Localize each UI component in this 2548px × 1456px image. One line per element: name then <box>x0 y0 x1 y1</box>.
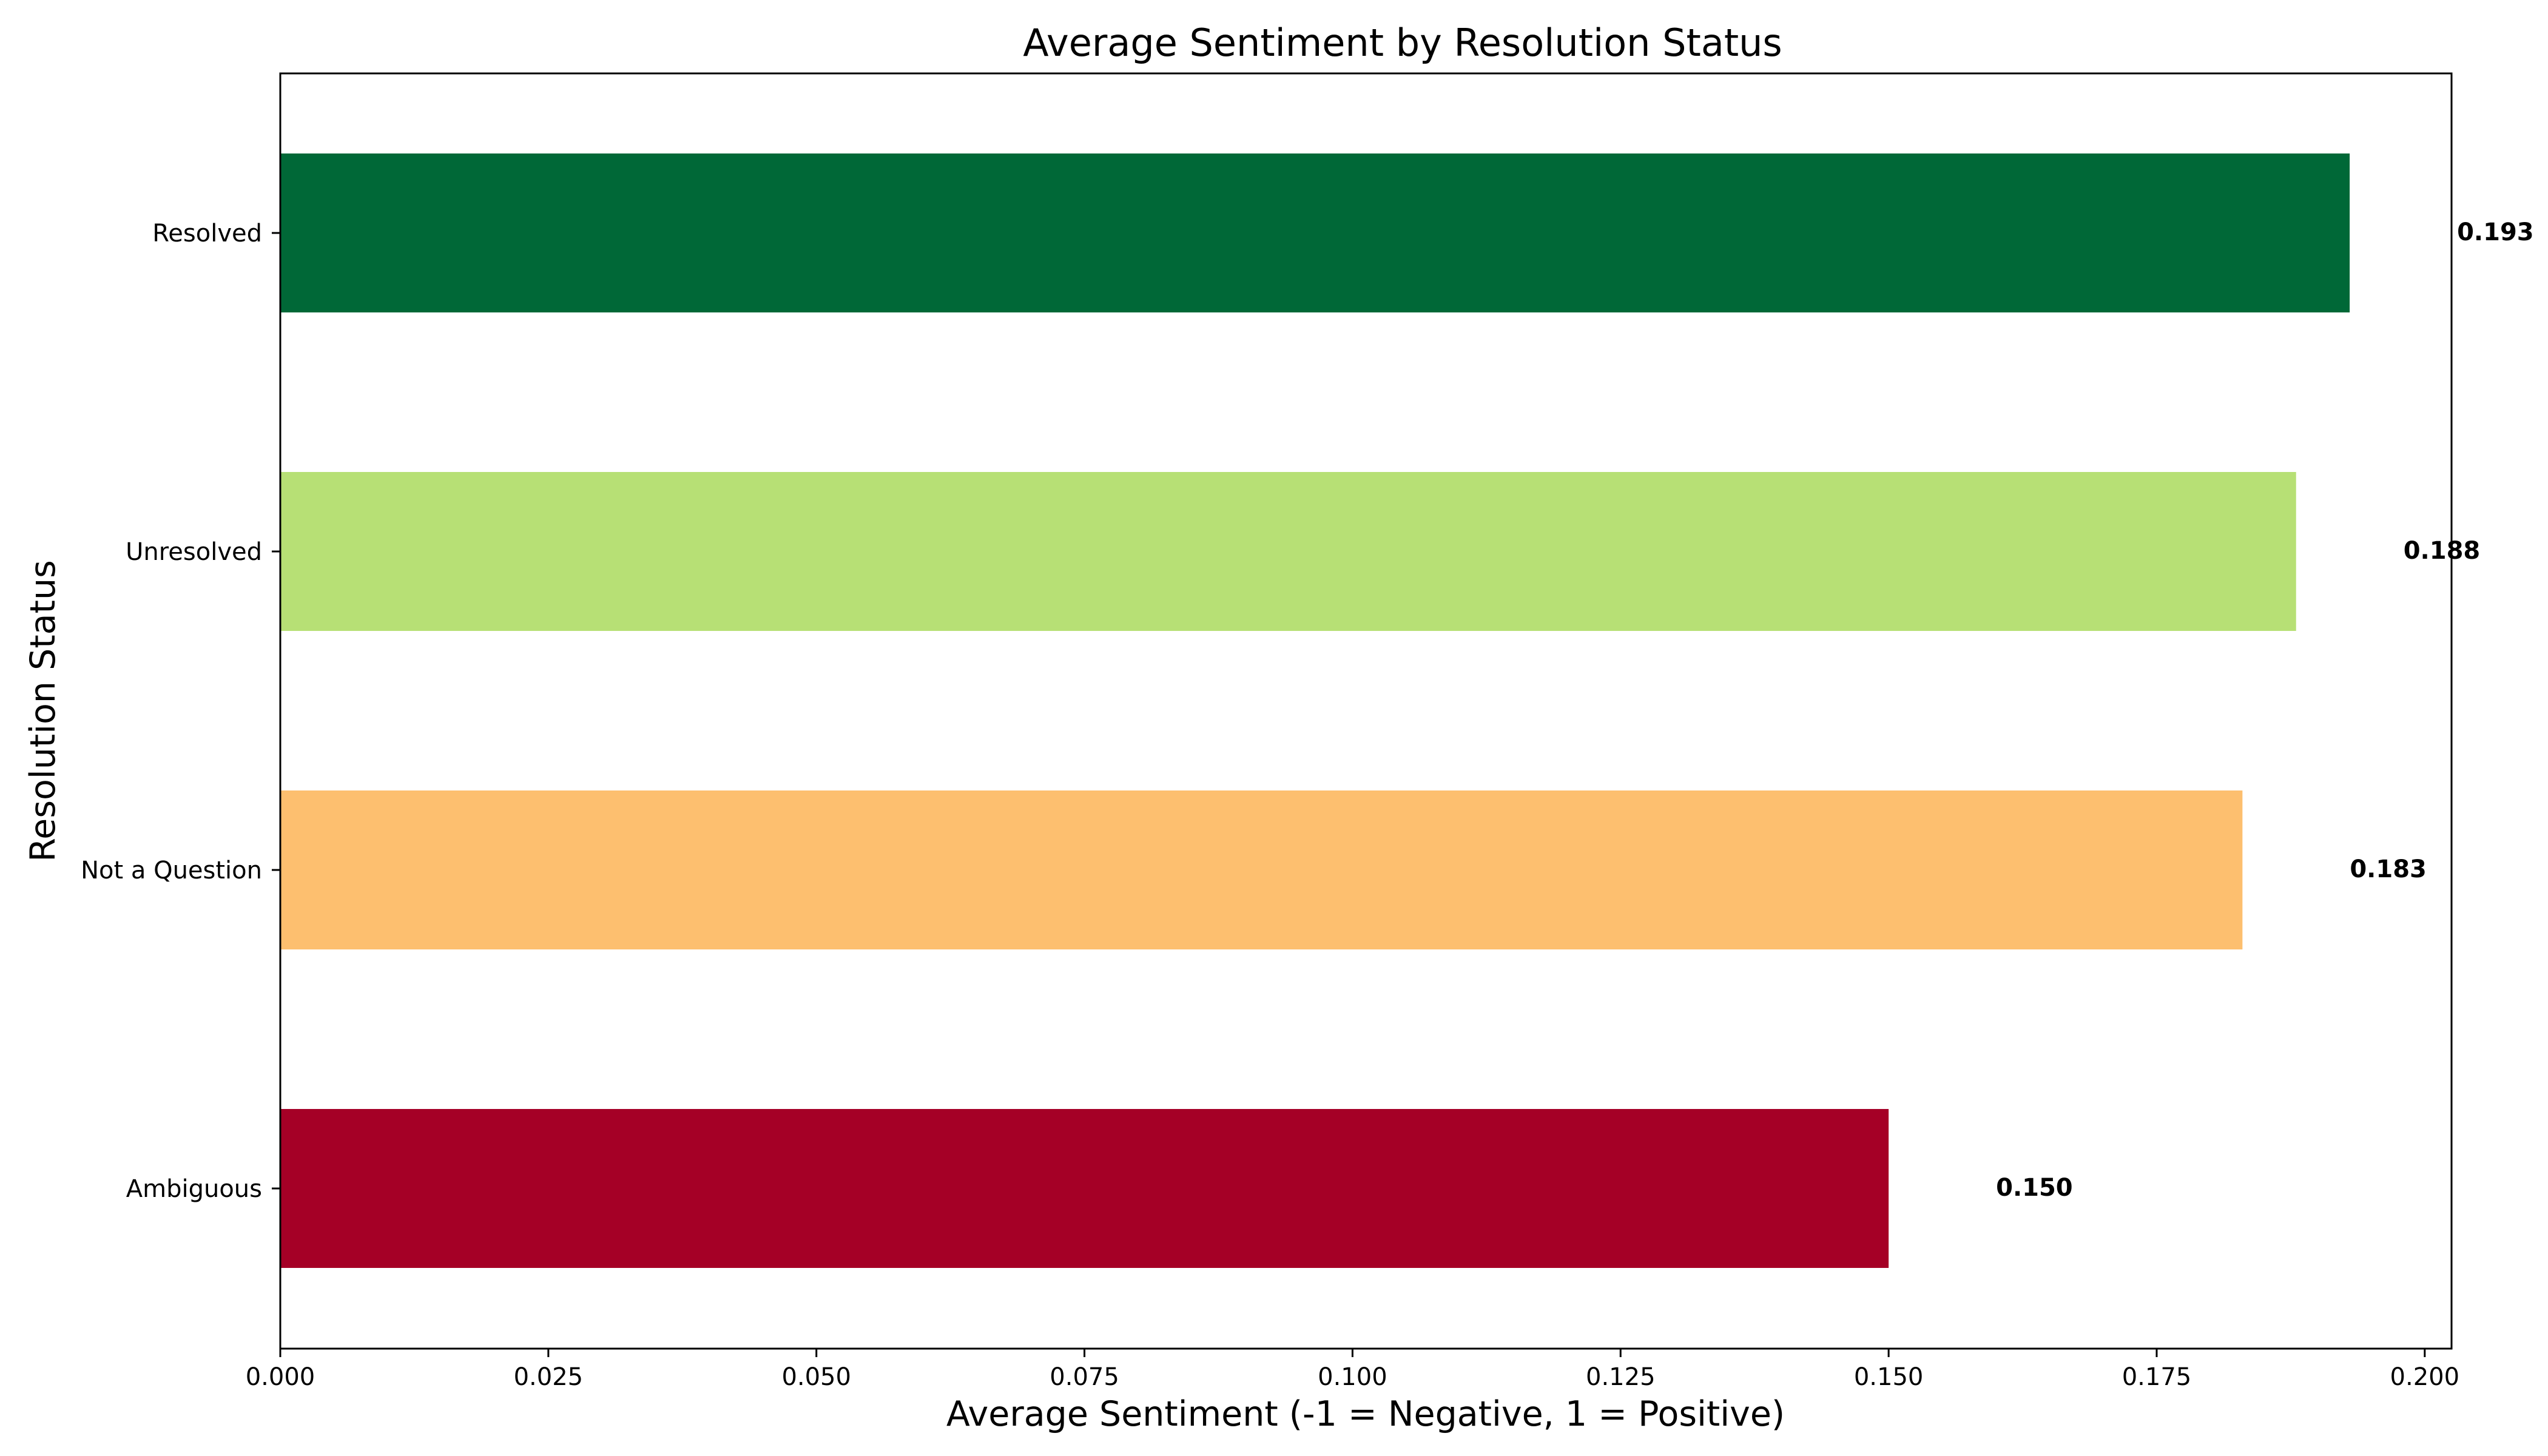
x-axis-label: Average Sentiment (-1 = Negative, 1 = Po… <box>946 1394 1785 1434</box>
bar <box>280 790 2243 949</box>
x-tick-label: 0.000 <box>246 1363 315 1391</box>
plot-area: Resolved 0.193 Unresolved 0.188 Not a Questi… <box>81 73 2534 1391</box>
bar <box>280 153 2350 312</box>
y-tick-label: Not a Question <box>81 857 262 885</box>
chart-title: Average Sentiment by Resolution Status <box>1023 21 1782 65</box>
y-tick-label: Resolved <box>152 220 262 248</box>
plot-frame <box>279 72 2453 1350</box>
y-tick-label: Unresolved <box>126 538 262 566</box>
x-tick-label: 0.050 <box>781 1363 851 1391</box>
x-tick-label: 0.125 <box>1586 1363 1656 1391</box>
data-label: 0.183 <box>2350 855 2427 883</box>
bar <box>280 472 2296 631</box>
x-tick-label: 0.175 <box>2122 1363 2192 1391</box>
y-axis-label: Resolution Status <box>23 560 63 862</box>
y-tick-label: Ambiguous <box>126 1175 262 1203</box>
x-tick-label: 0.200 <box>2390 1363 2460 1391</box>
x-tick-label: 0.100 <box>1318 1363 1387 1391</box>
bar <box>280 1109 1889 1268</box>
data-label: 0.193 <box>2457 218 2534 246</box>
data-label: 0.150 <box>1996 1174 2073 1202</box>
x-tick-label: 0.075 <box>1050 1363 1119 1391</box>
x-tick-label: 0.150 <box>1854 1363 1924 1391</box>
x-tick-label: 0.025 <box>514 1363 584 1391</box>
data-label: 0.188 <box>2404 537 2481 565</box>
